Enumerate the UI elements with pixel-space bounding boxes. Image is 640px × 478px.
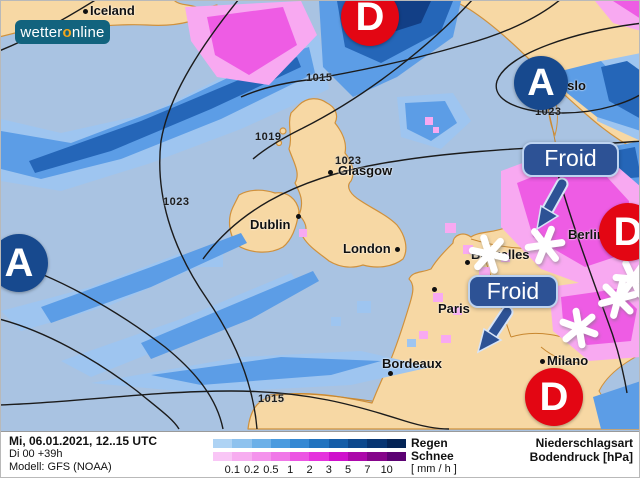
colorbar-tick-label: 0.2 (243, 464, 260, 476)
pressure-label-1023-scotland: 1023 (335, 155, 362, 167)
logo-accent-o: o (62, 23, 72, 41)
city-dot-milano (540, 359, 545, 364)
low-pressure-center-north: D (341, 1, 399, 46)
snow-label: Schnee (411, 449, 454, 463)
city-label-dublin: Dublin (250, 217, 291, 232)
pressure-letter: A (4, 241, 34, 285)
colorbar-cell (290, 439, 310, 448)
map-canvas[interactable]: Iceland Oslo Glasgow Dublin London Bruxe… (1, 1, 640, 431)
model-run-label: Di 00 +39h (9, 448, 63, 460)
colorbar-cell (328, 452, 349, 461)
low-pressure-center-east: D (599, 203, 640, 261)
pressure-label-1023-atlantic: 1023 (163, 196, 190, 208)
colorbar-cell (328, 439, 349, 448)
city-label-iceland: Iceland (90, 3, 135, 18)
colorbar-cell (290, 452, 310, 461)
pressure-letter: D (613, 210, 640, 254)
legend-title-pressure: Bodendruck [hPa] (529, 450, 633, 464)
model-name-label: Modell: GFS (NOAA) (9, 461, 112, 473)
colorbar-tick-label: 2 (306, 464, 313, 476)
wetteronline-logo: wetter o nline (15, 20, 110, 44)
city-dot-dublin (296, 214, 301, 219)
colorbar-tick-label: 5 (345, 464, 352, 476)
colorbar-cell (348, 439, 368, 448)
city-label-london: London (343, 241, 391, 256)
colorbar-tick-label: 0.1 (224, 464, 240, 476)
city-label-milano: Milano (547, 353, 589, 368)
pressure-letter: D (355, 1, 385, 39)
city-label-paris: Paris (438, 301, 470, 316)
city-label-bordeaux: Bordeaux (382, 356, 442, 371)
colorbar-cell (270, 439, 291, 448)
colorbar-cell (309, 452, 329, 461)
colorbar-cell (232, 452, 252, 461)
colorbar-cell (270, 452, 291, 461)
city-dot-bordeaux (388, 371, 393, 376)
city-label-glasgow: Glasgow (338, 163, 393, 178)
colorbar-cell (386, 439, 406, 448)
colorbar-cell (386, 452, 406, 461)
city-label-berlin: Berlin (568, 227, 605, 242)
legend-bar: Mi, 06.01.2021, 12..15 UTC Di 00 +39h Mo… (1, 431, 639, 477)
colorbar-cell (309, 439, 329, 448)
colorbar-cell (232, 439, 252, 448)
rain-label: Regen (411, 436, 448, 450)
colorbar-tick-label: 7 (364, 464, 371, 476)
pressure-letter: A (527, 62, 555, 104)
unit-label: [ mm / h ] (411, 463, 457, 475)
high-pressure-center-oslo: A (514, 56, 568, 110)
valid-time-label: Mi, 06.01.2021, 12..15 UTC (9, 434, 158, 448)
city-label-bruxelles: Bruxelles (471, 247, 530, 262)
pressure-label-1019: 1019 (255, 131, 282, 143)
colorbar-tick-label: 0.5 (263, 464, 279, 476)
logo-text: nline (71, 23, 105, 41)
pressure-label-1015-south: 1015 (258, 393, 285, 405)
annotation-froid-north: Froid (522, 142, 619, 177)
city-dot-paris (432, 287, 437, 292)
colorbar-cell (213, 439, 233, 448)
pressure-letter: D (539, 375, 569, 419)
low-pressure-center-south: D (525, 368, 583, 426)
colorbar-cell (367, 452, 387, 461)
colorbar-ticks: 0.1 0.2 0.5 1 2 3 5 7 10 (213, 464, 406, 476)
city-dot-bruxelles (465, 260, 470, 265)
colorbar-tick-label: 3 (325, 464, 332, 476)
city-dot-iceland (83, 9, 88, 14)
colorbar-tick-label: 1 (287, 464, 294, 476)
precip-rain (1, 1, 639, 429)
rain-colorbar (213, 439, 406, 448)
colorbar-cell (251, 452, 271, 461)
colorbar-tick-label: 10 (380, 464, 393, 476)
logo-text: wetter (20, 23, 63, 41)
snow-colorbar (213, 452, 406, 461)
legend-title-precип-type: Niederschlagsart (535, 436, 633, 450)
high-pressure-center-atlantic: A (1, 234, 48, 292)
city-dot-glasgow (328, 170, 333, 175)
colorbar-cell (348, 452, 368, 461)
colorbar-cell (213, 452, 233, 461)
city-dot-london (395, 247, 400, 252)
colorbar-cell (251, 439, 271, 448)
pressure-label-1015-north: 1015 (306, 72, 333, 84)
annotation-froid-south: Froid (468, 275, 558, 308)
colorbar-cell (367, 439, 387, 448)
